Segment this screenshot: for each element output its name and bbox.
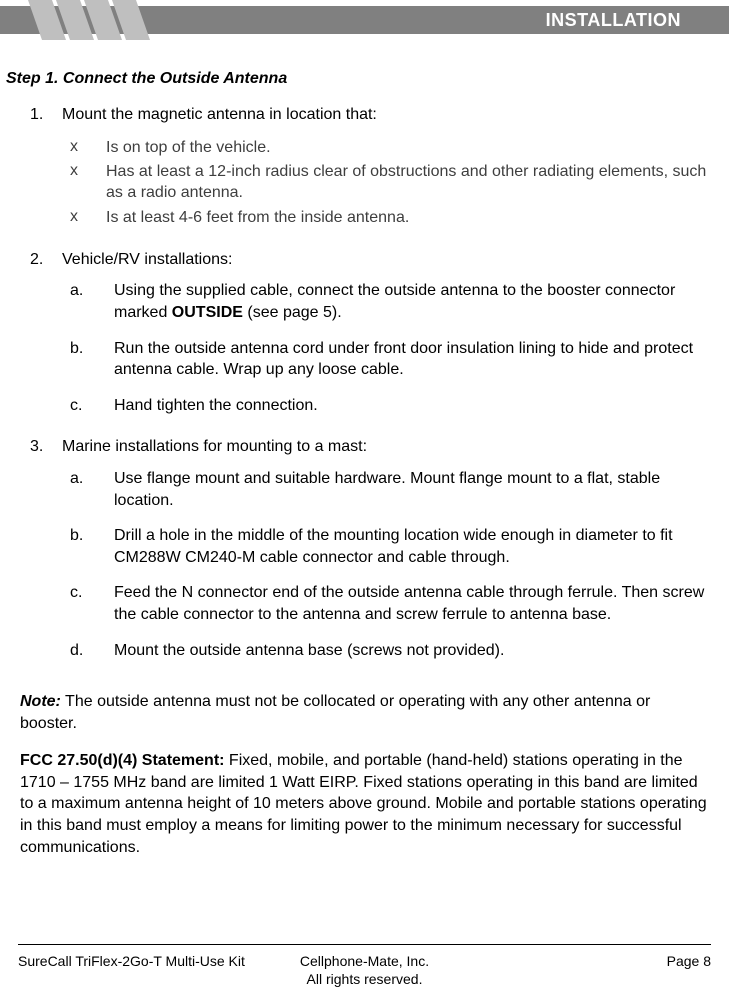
bullet-text: Has at least a 12-inch radius clear of o… (106, 162, 711, 204)
page-footer: Cellphone-Mate, Inc. SureCall TriFlex-2G… (18, 953, 711, 987)
item-number: 3. (6, 436, 62, 675)
sub-text: Mount the outside antenna base (screws n… (114, 640, 711, 662)
sub-item: c. Feed the N connector end of the outsi… (62, 582, 711, 625)
bold-span: OUTSIDE (172, 304, 243, 321)
footer-bottom: All rights reserved. (18, 971, 711, 987)
item-text: Marine installations for mounting to a m… (62, 436, 711, 458)
sub-label: b. (62, 525, 114, 568)
sub-item: b. Drill a hole in the middle of the mou… (62, 525, 711, 568)
bullet-item: x Is at least 4-6 feet from the inside a… (62, 208, 711, 229)
list-item: 2. Vehicle/RV installations: a. Using th… (6, 249, 711, 431)
sub-text: Use flange mount and suitable hardware. … (114, 468, 711, 511)
header-chevrons (28, 0, 158, 40)
instruction-list: 1. Mount the magnetic antenna in locatio… (6, 104, 711, 675)
sub-item: d. Mount the outside antenna base (screw… (62, 640, 711, 662)
note-bold: Note: (20, 693, 61, 710)
sub-label: d. (62, 640, 114, 662)
list-item: 1. Mount the magnetic antenna in locatio… (6, 104, 711, 233)
bullet-marker: x (62, 138, 106, 159)
sub-item: c. Hand tighten the connection. (62, 395, 711, 417)
sub-label: a. (62, 280, 114, 323)
item-number: 1. (6, 104, 62, 233)
item-text: Vehicle/RV installations: (62, 249, 711, 271)
list-item: 3. Marine installations for mounting to … (6, 436, 711, 675)
fcc-bold: FCC 27.50(d)(4) Statement: (20, 752, 224, 769)
sub-text: Drill a hole in the middle of the mounti… (114, 525, 711, 568)
header-title: INSTALLATION (546, 6, 681, 34)
text-span: (see page 5). (243, 304, 342, 321)
sub-list: a. Use flange mount and suitable hardwar… (62, 468, 711, 661)
sub-text: Hand tighten the connection. (114, 395, 711, 417)
content: Step 1. Connect the Outside Antenna 1. M… (0, 70, 729, 939)
sub-text: Feed the N connector end of the outside … (114, 582, 711, 625)
sub-list: a. Using the supplied cable, connect the… (62, 280, 711, 416)
page-header: INSTALLATION (0, 0, 729, 40)
fcc-paragraph: FCC 27.50(d)(4) Statement: Fixed, mobile… (6, 750, 711, 858)
sub-label: a. (62, 468, 114, 511)
bullet-list: x Is on top of the vehicle. x Has at lea… (62, 138, 711, 229)
sub-item: a. Using the supplied cable, connect the… (62, 280, 711, 323)
note-text: The outside antenna must not be collocat… (20, 693, 650, 732)
footer-left: SureCall TriFlex-2Go-T Multi-Use Kit (18, 953, 245, 969)
bullet-item: x Has at least a 12-inch radius clear of… (62, 162, 711, 204)
bullet-marker: x (62, 208, 106, 229)
bullet-text: Is at least 4-6 feet from the inside ant… (106, 208, 711, 229)
sub-item: b. Run the outside antenna cord under fr… (62, 338, 711, 381)
sub-label: c. (62, 395, 114, 417)
sub-text: Run the outside antenna cord under front… (114, 338, 711, 381)
sub-text: Using the supplied cable, connect the ou… (114, 280, 711, 323)
footer-divider (18, 944, 711, 945)
bullet-item: x Is on top of the vehicle. (62, 138, 711, 159)
sub-item: a. Use flange mount and suitable hardwar… (62, 468, 711, 511)
item-number: 2. (6, 249, 62, 431)
item-text: Mount the magnetic antenna in location t… (62, 104, 711, 126)
footer-right: Page 8 (667, 953, 711, 969)
sub-label: b. (62, 338, 114, 381)
step-title: Step 1. Connect the Outside Antenna (6, 70, 711, 88)
note-paragraph: Note: The outside antenna must not be co… (6, 691, 711, 734)
bullet-text: Is on top of the vehicle. (106, 138, 711, 159)
sub-label: c. (62, 582, 114, 625)
bullet-marker: x (62, 162, 106, 204)
